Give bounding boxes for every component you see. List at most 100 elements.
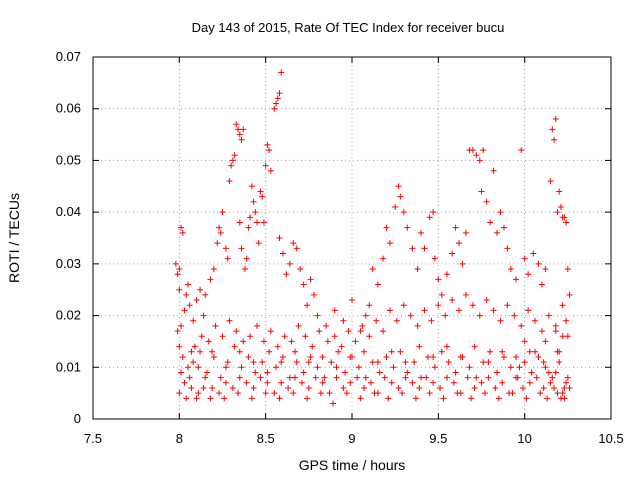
data-point: [468, 395, 475, 402]
data-point: [200, 384, 207, 391]
data-point: [361, 384, 368, 391]
data-point: [428, 317, 435, 324]
data-point: [495, 395, 502, 402]
x-tick-label: 9.5: [429, 431, 447, 446]
data-point: [200, 312, 207, 319]
data-point: [178, 322, 185, 329]
data-point: [323, 322, 330, 329]
data-point: [243, 379, 250, 386]
data-point: [497, 317, 504, 324]
data-point: [380, 328, 387, 335]
data-point: [271, 105, 278, 112]
data-point: [345, 328, 352, 335]
data-point: [526, 348, 533, 355]
data-point: [500, 353, 507, 360]
data-point: [207, 276, 214, 283]
data-point: [278, 359, 285, 366]
data-point: [442, 312, 449, 319]
data-point: [174, 328, 181, 335]
x-tick-label: 8: [176, 431, 183, 446]
data-point: [302, 333, 309, 340]
data-point: [426, 214, 433, 221]
data-point: [371, 390, 378, 397]
data-point: [254, 322, 261, 329]
data-point: [376, 369, 383, 376]
data-point: [217, 229, 224, 236]
data-point: [388, 348, 395, 355]
data-point: [563, 379, 570, 386]
data-point: [440, 395, 447, 402]
data-point: [418, 229, 425, 236]
data-point: [190, 317, 197, 324]
data-point: [252, 369, 259, 376]
data-point: [264, 141, 271, 148]
data-point: [535, 353, 542, 360]
data-point: [521, 359, 528, 366]
data-point: [236, 219, 243, 226]
data-point: [386, 240, 393, 247]
ticks-layer: 7.5 8 8.5 9 9.5 10 10.5 0 0.01 0.02 0.03 0.04 0.05 0.…: [56, 49, 624, 446]
data-point: [319, 353, 326, 360]
y-tick-label: 0.06: [56, 101, 81, 116]
data-point: [304, 302, 311, 309]
data-point: [563, 317, 570, 324]
data-point: [178, 224, 185, 231]
data-point: [254, 219, 261, 226]
data-point: [454, 390, 461, 397]
data-point: [476, 157, 483, 164]
data-point: [542, 364, 549, 371]
data-point: [526, 379, 533, 386]
data-point: [300, 369, 307, 376]
data-point: [464, 374, 471, 381]
data-point: [342, 369, 349, 376]
data-point: [264, 379, 271, 386]
data-point: [257, 188, 264, 195]
data-point: [293, 359, 300, 366]
data-point: [349, 297, 355, 304]
data-point: [424, 353, 431, 360]
data-point: [181, 307, 188, 314]
data-point: [311, 291, 318, 298]
data-point: [279, 353, 286, 360]
data-point: [357, 328, 364, 335]
y-tick-label: 0.02: [56, 308, 81, 323]
data-point: [357, 395, 364, 402]
data-point: [209, 348, 216, 355]
data-point: [222, 364, 229, 371]
data-point: [202, 291, 209, 298]
data-point: [516, 364, 523, 371]
data-point: [430, 379, 437, 386]
y-tick-label: 0.01: [56, 359, 81, 374]
data-point: [305, 384, 312, 391]
data-point: [509, 390, 516, 397]
data-point: [518, 322, 525, 329]
data-point: [297, 266, 304, 273]
data-point: [483, 198, 490, 205]
data-point: [507, 266, 514, 273]
data-point: [556, 188, 563, 195]
y-tick-label: 0.03: [56, 256, 81, 271]
data-point: [248, 395, 255, 402]
data-point: [485, 359, 492, 366]
data-point: [435, 302, 442, 309]
data-point: [309, 343, 316, 350]
data-point: [545, 312, 552, 319]
data-point: [380, 255, 387, 262]
data-point: [566, 384, 573, 391]
data-point: [544, 395, 551, 402]
data-point: [247, 214, 254, 221]
data-point: [416, 384, 423, 391]
data-point: [411, 359, 418, 366]
data-point: [233, 121, 240, 128]
data-point: [274, 95, 281, 102]
data-point: [226, 317, 233, 324]
data-point: [518, 147, 525, 154]
data-point: [564, 333, 571, 340]
data-point: [551, 384, 558, 391]
data-point: [193, 297, 200, 304]
data-point: [224, 359, 231, 366]
data-point: [449, 297, 456, 304]
data-point: [443, 374, 450, 381]
data-point: [542, 338, 549, 345]
data-point: [266, 348, 273, 355]
